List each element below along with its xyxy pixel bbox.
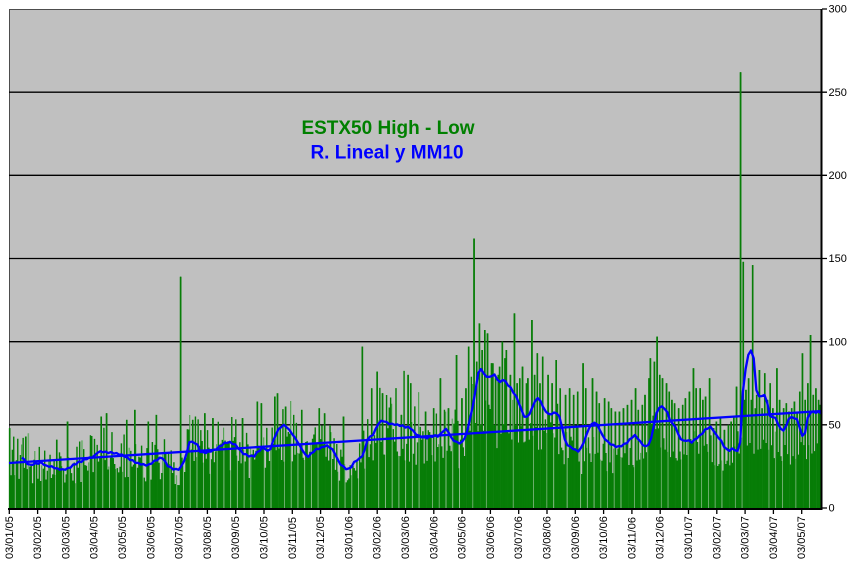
svg-text:50: 50 <box>829 419 841 431</box>
svg-text:03/04/05: 03/04/05 <box>89 516 101 559</box>
svg-text:03/07/05: 03/07/05 <box>174 516 186 559</box>
svg-text:03/03/07: 03/03/07 <box>740 516 752 559</box>
svg-text:03/08/05: 03/08/05 <box>202 516 214 559</box>
svg-text:03/03/06: 03/03/06 <box>400 516 412 559</box>
svg-text:250: 250 <box>829 87 847 99</box>
svg-text:100: 100 <box>829 336 847 348</box>
svg-text:03/11/05: 03/11/05 <box>287 517 299 559</box>
svg-text:03/09/05: 03/09/05 <box>230 516 242 559</box>
svg-text:03/06/06: 03/06/06 <box>485 516 497 559</box>
svg-text:150: 150 <box>829 253 847 265</box>
svg-text:03/10/06: 03/10/06 <box>598 516 610 559</box>
svg-text:03/11/06: 03/11/06 <box>626 517 638 559</box>
svg-text:03/07/06: 03/07/06 <box>513 516 525 559</box>
svg-text:03/08/06: 03/08/06 <box>542 516 554 559</box>
svg-text:03/01/05: 03/01/05 <box>4 516 16 559</box>
svg-text:ESTX50 High - Low: ESTX50 High - Low <box>301 118 474 139</box>
svg-text:03/12/05: 03/12/05 <box>315 516 327 559</box>
svg-text:03/06/05: 03/06/05 <box>145 516 157 559</box>
svg-text:03/05/05: 03/05/05 <box>117 516 129 559</box>
svg-text:03/04/07: 03/04/07 <box>768 516 780 559</box>
svg-text:03/10/05: 03/10/05 <box>259 516 271 559</box>
svg-text:03/03/05: 03/03/05 <box>60 516 72 559</box>
svg-text:300: 300 <box>829 4 847 16</box>
svg-text:0: 0 <box>829 503 835 515</box>
svg-text:03/02/07: 03/02/07 <box>711 516 723 559</box>
svg-text:03/04/06: 03/04/06 <box>428 516 440 559</box>
svg-text:03/05/07: 03/05/07 <box>796 516 808 559</box>
svg-text:03/02/06: 03/02/06 <box>372 516 384 559</box>
svg-text:03/02/05: 03/02/05 <box>32 516 44 559</box>
svg-text:03/12/06: 03/12/06 <box>655 516 667 559</box>
svg-text:03/01/07: 03/01/07 <box>683 516 695 559</box>
svg-text:03/09/06: 03/09/06 <box>570 516 582 559</box>
svg-text:200: 200 <box>829 170 847 182</box>
svg-text:R. Lineal y MM10: R. Lineal y MM10 <box>310 143 463 164</box>
svg-text:03/05/06: 03/05/06 <box>457 516 469 559</box>
svg-text:03/01/06: 03/01/06 <box>343 516 355 559</box>
